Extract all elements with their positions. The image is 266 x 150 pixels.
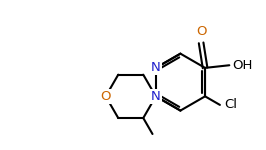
Text: OH: OH (232, 59, 253, 72)
Text: O: O (196, 25, 206, 38)
Text: O: O (101, 90, 111, 103)
Text: N: N (151, 90, 161, 103)
Text: Cl: Cl (225, 98, 238, 111)
Text: N: N (151, 61, 161, 74)
